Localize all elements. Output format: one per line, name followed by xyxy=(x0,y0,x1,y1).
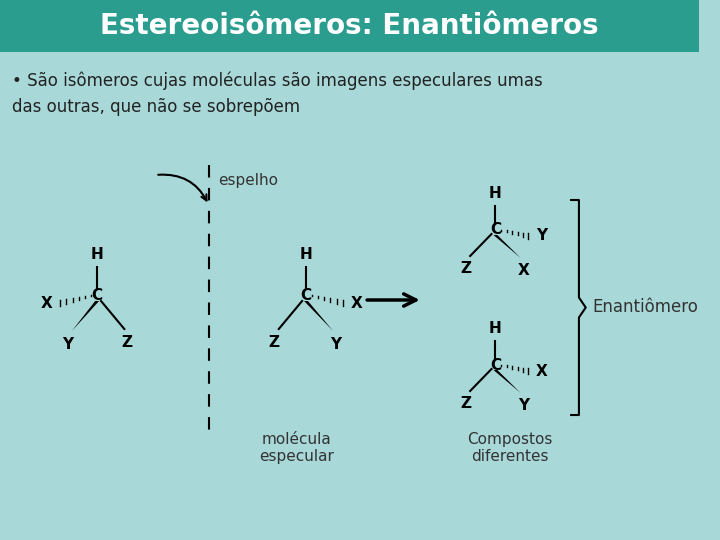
Text: C: C xyxy=(490,357,501,373)
Text: Y: Y xyxy=(536,228,547,244)
Text: X: X xyxy=(536,363,548,379)
Text: H: H xyxy=(91,247,104,262)
Text: Estereoisômeros: Enantiômeros: Estereoisômeros: Enantiômeros xyxy=(100,12,599,40)
Text: X: X xyxy=(518,263,529,278)
Text: H: H xyxy=(300,247,312,262)
Text: X: X xyxy=(41,295,53,310)
Text: X: X xyxy=(351,295,362,310)
Text: Enantiômero: Enantiômero xyxy=(593,299,698,316)
Text: Y: Y xyxy=(330,337,342,352)
Text: C: C xyxy=(91,287,103,302)
FancyBboxPatch shape xyxy=(0,0,699,52)
Polygon shape xyxy=(72,301,99,331)
Text: Z: Z xyxy=(461,261,472,276)
Text: C: C xyxy=(300,287,312,302)
Text: C: C xyxy=(490,222,501,238)
Text: H: H xyxy=(489,321,502,336)
Text: Z: Z xyxy=(461,396,472,411)
Text: Compostos
diferentes: Compostos diferentes xyxy=(467,432,553,464)
Polygon shape xyxy=(493,235,521,258)
Text: • São isômeros cujas moléculas são imagens especulares umas
das outras, que não : • São isômeros cujas moléculas são image… xyxy=(12,72,542,116)
Polygon shape xyxy=(304,301,333,331)
Text: molécula
especular: molécula especular xyxy=(258,432,333,464)
Text: espelho: espelho xyxy=(219,172,279,187)
Text: Z: Z xyxy=(269,335,279,350)
Polygon shape xyxy=(493,370,521,393)
Text: H: H xyxy=(489,186,502,201)
Text: Y: Y xyxy=(63,337,73,352)
Text: Z: Z xyxy=(122,335,132,350)
Text: Y: Y xyxy=(518,398,529,413)
